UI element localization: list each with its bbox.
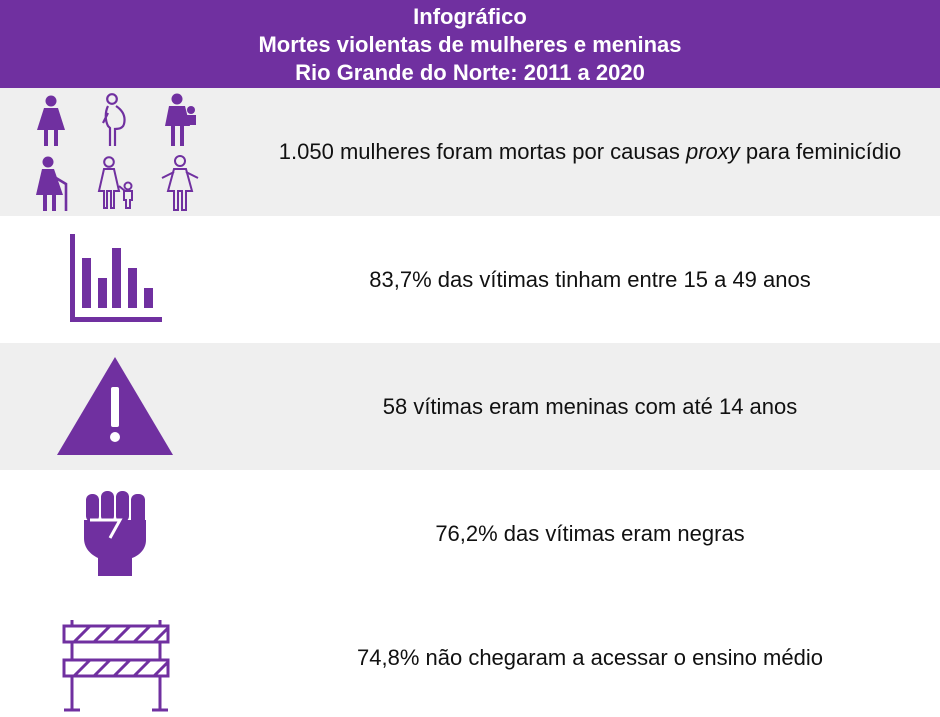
proxy-term: proxy [685,139,740,164]
header-subtitle: Rio Grande do Norte: 2011 a 2020 [295,60,645,85]
black-women-text: 76,2% das vítimas eram negras [435,521,745,546]
women-count-text-start: 1.050 mulheres foram mortas por causas [278,139,686,164]
girls-text: 58 vítimas eram meninas com até 14 anos [382,393,798,419]
info-row-education: 74,8% não chegaram a acessar o ensino mé… [0,598,940,717]
header-title: Mortes violentas de mulheres e meninas [258,32,682,57]
women-count-text-end: para feminicídio [739,139,902,164]
age-range-text: 83,7% das vítimas tinham entre 15 a 49 a… [369,266,811,292]
info-row-girls: 58 vítimas eram meninas com até 14 anos [0,343,940,470]
education-text: 74,8% não chegaram a acessar o ensino mé… [357,644,823,670]
info-row-women-count: 1.050 mulheres foram mortas por causas p… [0,88,940,216]
bar-chart-icon [0,216,230,343]
women-group-icon [0,88,230,216]
women-count-text: 1.050 mulheres foram mortas por causas p… [260,88,920,216]
raised-fist-icon [0,470,230,598]
info-row-age-range: 83,7% das vítimas tinham entre 15 a 49 a… [0,216,940,343]
warning-icon [0,343,230,470]
infographic-header: Infográfico Mortes violentas de mulheres… [0,0,940,88]
header-label: Infográfico [413,4,527,29]
barrier-icon [0,598,230,717]
info-row-black-women: 76,2% das vítimas eram negras [0,470,940,598]
